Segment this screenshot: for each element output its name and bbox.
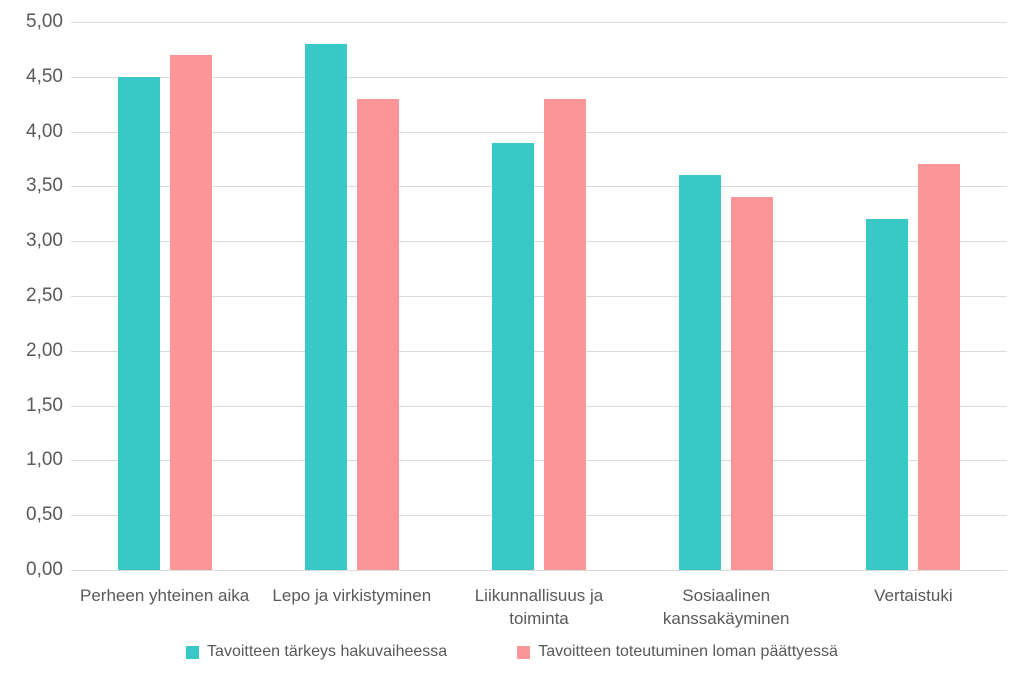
bar-s2-c5 (918, 164, 961, 570)
gridline (71, 570, 1007, 571)
y-tick-label: 1,00 (26, 449, 63, 471)
y-tick-label: 0,50 (26, 504, 63, 526)
y-tick-label: 0,00 (26, 559, 63, 580)
gridline (71, 296, 1007, 297)
bar-s1-c3 (492, 142, 534, 570)
bar-s1-c1 (117, 76, 160, 570)
x-category-label: Liikunnallisuus ja toiminta (474, 586, 604, 628)
legend-item-series-1: Tavoitteen tärkeys hakuvaiheessa (186, 643, 447, 661)
plot-area (71, 22, 1007, 571)
y-tick-label: 2,00 (26, 339, 63, 361)
legend-label-series-1: Tavoitteen tärkeys hakuvaiheessa (207, 643, 448, 660)
bar-s1-c4 (679, 175, 722, 570)
bar-s2-c2 (356, 98, 399, 570)
gridline (71, 460, 1007, 462)
y-tick-label: 5,00 (26, 11, 63, 32)
gridline (71, 76, 1007, 78)
bar-s2-c1 (169, 54, 212, 570)
gridline (71, 186, 1007, 188)
legend-label-series-2: Tavoitteen toteutuminen loman päättyessä (538, 643, 838, 660)
gridline (71, 22, 1007, 23)
y-tick-label: 3,00 (26, 230, 63, 252)
y-tick-label: 2,50 (26, 285, 63, 306)
gridline (71, 131, 1007, 133)
y-tick-label: 3,50 (26, 175, 63, 197)
legend-swatch-teal-icon (186, 645, 200, 659)
bar-s2-c3 (544, 98, 586, 570)
gridline (71, 350, 1007, 352)
y-tick-label: 4,50 (26, 65, 63, 87)
bar-s2-c4 (731, 197, 774, 570)
y-tick-label: 1,50 (26, 394, 63, 416)
x-category-label: Perheen yhteinen aika (80, 586, 250, 605)
bar-s1-c2 (304, 43, 347, 570)
gridline (71, 241, 1007, 243)
legend-item-series-2: Tavoitteen toteutuminen loman päättyessä (517, 643, 838, 661)
x-category-label: Sosiaalinen kanssakäyminen (662, 586, 790, 628)
x-category-label: Vertaistuki (874, 586, 953, 605)
x-category-label: Lepo ja virkistyminen (272, 586, 432, 605)
legend-swatch-pink-icon (517, 645, 531, 659)
gridline (71, 405, 1007, 407)
gridline (71, 515, 1007, 517)
bar-s1-c5 (866, 219, 909, 570)
y-tick-label: 4,00 (26, 120, 63, 142)
legend: Tavoitteen tärkeys hakuvaiheessa Tavoitt… (0, 643, 1024, 661)
